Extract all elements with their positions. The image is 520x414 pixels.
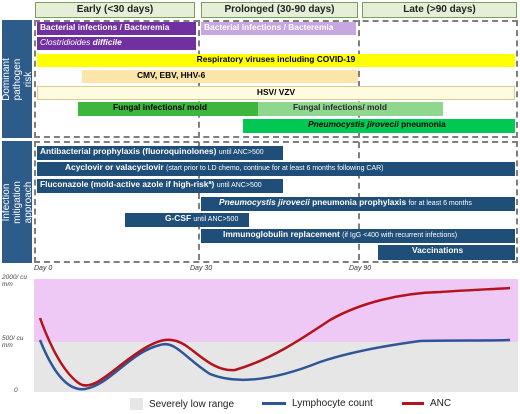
pcp-prophylaxis-organism: Pneumocystis jirovecii: [219, 197, 310, 207]
bar-fungal-early: Fungal infections/ mold: [78, 102, 258, 116]
legend-anc: ANC: [402, 398, 451, 409]
tick-day0: Day 0: [34, 265, 53, 272]
acyclovir-note: (start prior to LD chemo, continue for a…: [166, 165, 384, 172]
cdiff-genus: Clostridioides: [40, 37, 93, 47]
vaccinations-main: Vaccinations: [412, 245, 464, 255]
bar-fluconazole: Fluconazole (mold-active azole if high-r…: [37, 179, 283, 193]
bar-vaccinations: Vaccinations: [378, 245, 515, 260]
bar-acyclovir: Acyclovir or valacyclovir (start prior t…: [37, 162, 515, 176]
bar-antibacterial-prophylaxis: Antibacterial prophylaxis (fluoroquinolo…: [37, 146, 283, 160]
pcp-rest: pneumonia: [398, 119, 446, 129]
legend-low-swatch: [130, 398, 143, 410]
legend-lymphocyte: Lymphocyte count: [262, 398, 373, 409]
phase-early: Early (<30 days): [35, 2, 195, 18]
phase-prolonged: Prolonged (30-90 days): [201, 2, 358, 18]
bar-gcsf: G-CSF until ANC>500: [125, 213, 249, 227]
lymphocyte-curve: [38, 338, 511, 391]
tick-day90: Day 90: [349, 265, 372, 272]
sidebar-pathogen-risk: Dominant pathogen risk: [1, 20, 34, 138]
sidebar-mitigation: Infection mitigation approach: [1, 141, 34, 263]
legend-anc-label: ANC: [430, 398, 452, 409]
bar-cmv-ebv-hhv6: CMV, EBV, HHV-6: [82, 70, 358, 83]
bar-clostridioides: Clostridioides difficile: [37, 37, 196, 50]
bar-pneumocystis: Pneumocystis jirovecii pneumonia: [243, 119, 515, 133]
legend-low-label: Severely low range: [149, 398, 235, 410]
gcsf-main: G-CSF: [165, 213, 192, 223]
phase-late: Late (>90 days): [362, 2, 517, 18]
normal-range-band: [34, 279, 518, 342]
antibacterial-note: until ANC>500: [218, 149, 264, 156]
anc-curve: [38, 286, 511, 387]
pcp-prophylaxis-main: pneumonia prophylaxis: [309, 197, 407, 207]
immunoglobulin-note: (if IgG <400 with recurrent infections): [342, 232, 458, 239]
bar-bacterial-early: Bacterial infections / Bacteremia: [37, 22, 196, 35]
bar-respiratory-viruses: Respiratory viruses including COVID-19: [37, 54, 515, 67]
pcp-organism: Pneumocystis jirovecii: [308, 119, 399, 129]
cdiff-species: difficile: [92, 37, 122, 47]
immunoglobulin-main: Immunoglobulin replacement: [223, 229, 340, 239]
bar-pcp-prophylaxis: Pneumocystis jirovecii pneumonia prophyl…: [201, 197, 515, 211]
bar-bacterial-prolonged: Bacterial infections / Bacteremia: [201, 22, 356, 35]
divider-day30: [198, 20, 200, 260]
gcsf-note: until ANC>500: [193, 216, 239, 223]
antibacterial-main: Antibacterial prophylaxis (fluoroquinolo…: [40, 146, 217, 156]
legend-anc-swatch: [402, 402, 424, 405]
ylabel-500: 500/ cu mm: [2, 335, 24, 349]
legend-lymph-label: Lymphocyte count: [292, 398, 373, 409]
bar-immunoglobulin: Immunoglobulin replacement (if IgG <400 …: [201, 229, 515, 243]
fluconazole-main: Fluconazole (mold-active azole if high-r…: [40, 179, 215, 189]
divider-day90: [358, 20, 360, 260]
pathogen-panel: [34, 20, 518, 138]
acyclovir-main: Acyclovir or valacyclovir: [65, 162, 164, 172]
bar-fungal-late: Fungal infections/ mold: [258, 102, 443, 116]
mitigation-panel: [34, 141, 518, 263]
severely-low-band: [34, 342, 518, 392]
bar-hsv-vzv: HSV/ VZV: [37, 86, 515, 100]
legend-lymph-swatch: [262, 402, 286, 405]
tick-day30: Day 30: [190, 265, 213, 272]
ylabel-2000: 2000/ cu mm: [2, 274, 27, 288]
ylabel-0: 0: [14, 387, 18, 394]
legend-low: Severely low range: [130, 398, 234, 410]
pcp-prophylaxis-note: for at least 6 months: [408, 200, 472, 207]
fluconazole-note: until ANC>500: [216, 182, 262, 189]
